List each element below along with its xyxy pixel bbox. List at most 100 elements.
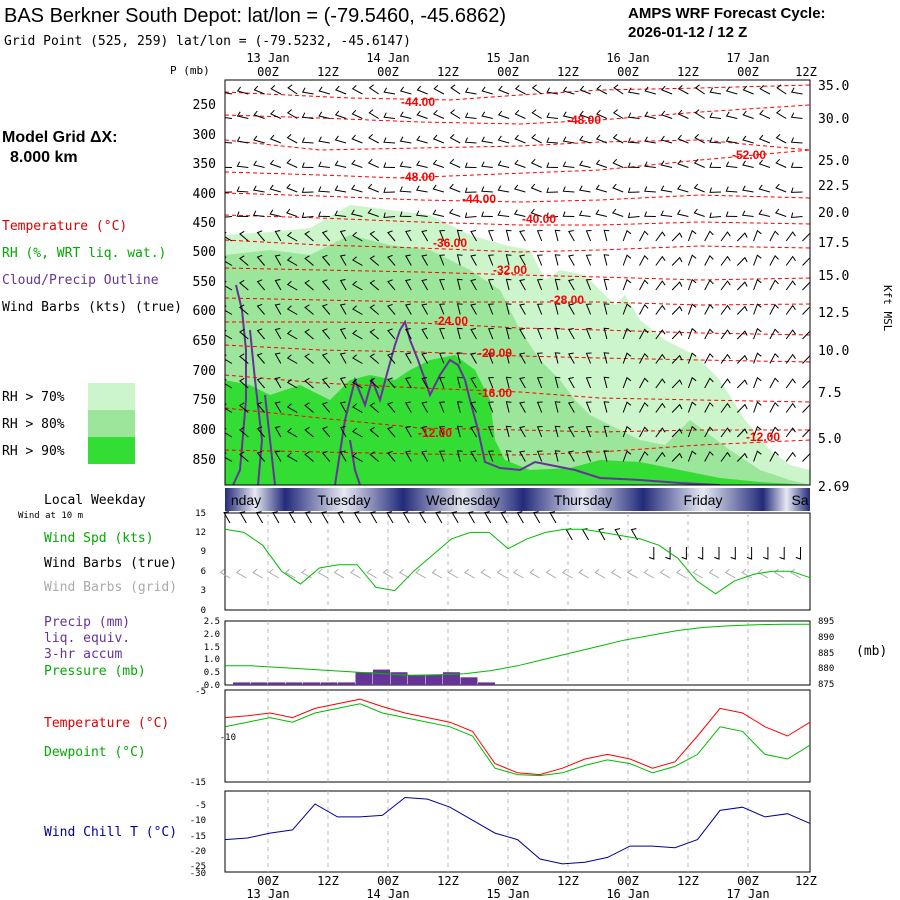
upper-wind-barb: [274, 328, 282, 340]
upper-wind-barb: [256, 426, 265, 438]
upper-wind-barb: [505, 450, 512, 462]
pressure-tick: 650: [193, 334, 216, 349]
upper-wind-barb: [562, 211, 575, 217]
upper-wind-barb: [274, 254, 282, 266]
upper-wind-barb: [421, 230, 429, 242]
upper-wind-barb: [536, 377, 543, 389]
upper-wind-barb: [225, 92, 233, 95]
upper-wind-barb: [369, 426, 380, 438]
upper-wind-barb: [405, 254, 412, 266]
grid-wind-barb: [366, 568, 377, 579]
upper-wind-barb: [585, 303, 592, 315]
surface-wind-barb: [288, 511, 296, 524]
upper-wind-barb: [519, 426, 526, 438]
temperature-panel: -5 -10 -15 Temperature (°C) Dewpoint (°C…: [44, 687, 811, 788]
upper-wind-barb: [687, 425, 697, 438]
upper-wind-barb: [603, 229, 610, 242]
upper-wind-barb: [725, 186, 738, 193]
upper-wind-barb: [802, 379, 810, 389]
top-hour-label: 00Z: [257, 65, 279, 79]
upper-wind-barb: [644, 111, 656, 119]
upper-wind-barb: [421, 377, 429, 389]
top-hour-label: 00Z: [497, 65, 519, 79]
upper-wind-barb: [704, 401, 714, 413]
upper-wind-barb: [304, 279, 314, 291]
upper-wind-barb: [464, 112, 477, 119]
precip-legend: 3-hr accum: [44, 647, 122, 662]
bottom-hour-label: 00Z: [257, 874, 279, 888]
upper-wind-barb: [785, 329, 796, 340]
upper-wind-barb: [239, 402, 249, 413]
precip-legend: Precip (mm): [44, 615, 130, 630]
upper-wind-barb: [236, 161, 249, 168]
grid-wind-barb: [333, 568, 345, 579]
pressure-tick: 885: [818, 649, 834, 659]
upper-wind-barb: [536, 426, 543, 438]
upper-wind-barb: [286, 231, 298, 242]
upper-wind-barb: [269, 184, 282, 193]
upper-wind-barb: [387, 450, 396, 462]
upper-wind-barb: [802, 354, 810, 364]
pressure-line: [225, 623, 810, 676]
grid-wind-barb: [529, 568, 540, 579]
upper-wind-barb: [405, 303, 412, 315]
upper-wind-barb: [562, 86, 575, 95]
upper-wind-barb: [439, 401, 445, 413]
isotherm-line: [225, 214, 810, 226]
upper-wind-barb: [753, 401, 762, 413]
upper-wind-barb: [644, 136, 656, 144]
rh90-swatch: [88, 437, 135, 464]
upper-wind-barb: [456, 327, 463, 340]
wind-panel-frame: [224, 512, 811, 611]
upper-wind-barb: [704, 303, 714, 315]
precip-tick: 2.5: [204, 617, 220, 627]
upper-wind-barb: [369, 353, 380, 364]
surface-wind-barb: [321, 511, 329, 524]
upper-wind-barb: [655, 402, 666, 413]
upper-wind-barb: [383, 187, 396, 193]
upper-wind-barb: [225, 117, 233, 119]
top-date-label: 16 Jan: [606, 51, 649, 65]
upper-wind-barb: [274, 279, 282, 291]
upper-wind-barb: [603, 278, 610, 291]
upper-wind-barb: [239, 255, 249, 266]
upper-wind-barb: [769, 377, 779, 389]
grid-wind-barb: [561, 568, 573, 579]
upper-wind-barb: [612, 109, 624, 119]
upper-wind-barb: [753, 303, 762, 315]
upper-wind-barb: [785, 402, 796, 413]
upper-wind-barb: [318, 186, 330, 193]
upper-wind-barb: [318, 86, 330, 95]
upper-wind-barb: [456, 278, 463, 291]
upper-wind-barb: [687, 254, 697, 266]
kft-tick: 25.0: [818, 154, 849, 169]
pressure-tick: 800: [193, 423, 216, 438]
upper-wind-barb: [568, 352, 575, 364]
grid-wind-barb: [415, 568, 426, 579]
upper-wind-barb: [236, 136, 249, 144]
grid-wind-barb: [643, 568, 655, 579]
precip-bar: [408, 674, 425, 685]
upper-wind-barb: [612, 183, 624, 193]
surface-wind-barb: [435, 511, 443, 524]
upper-wind-barb: [530, 183, 542, 193]
upper-wind-barb: [433, 85, 445, 95]
upper-wind-barb: [720, 353, 731, 364]
upper-wind-barb: [769, 401, 779, 413]
upper-wind-barb: [339, 279, 347, 291]
upper-wind-barb: [369, 328, 380, 340]
upper-wind-barb: [318, 161, 330, 168]
upper-wind-barb: [470, 328, 477, 340]
precip-bar: [338, 682, 355, 685]
upper-wind-barb: [519, 352, 526, 364]
time-height-panel: P (mb): [170, 64, 894, 495]
isotherm-line: [225, 439, 810, 456]
upper-wind-barb: [622, 327, 632, 340]
upper-wind-barb: [671, 403, 683, 413]
surface-wind-barb: [614, 528, 622, 541]
upper-wind-barb: [677, 109, 689, 119]
upper-wind-barb: [704, 328, 714, 340]
upper-wind-barb: [622, 450, 632, 462]
surface-wind-barb: [730, 547, 736, 560]
